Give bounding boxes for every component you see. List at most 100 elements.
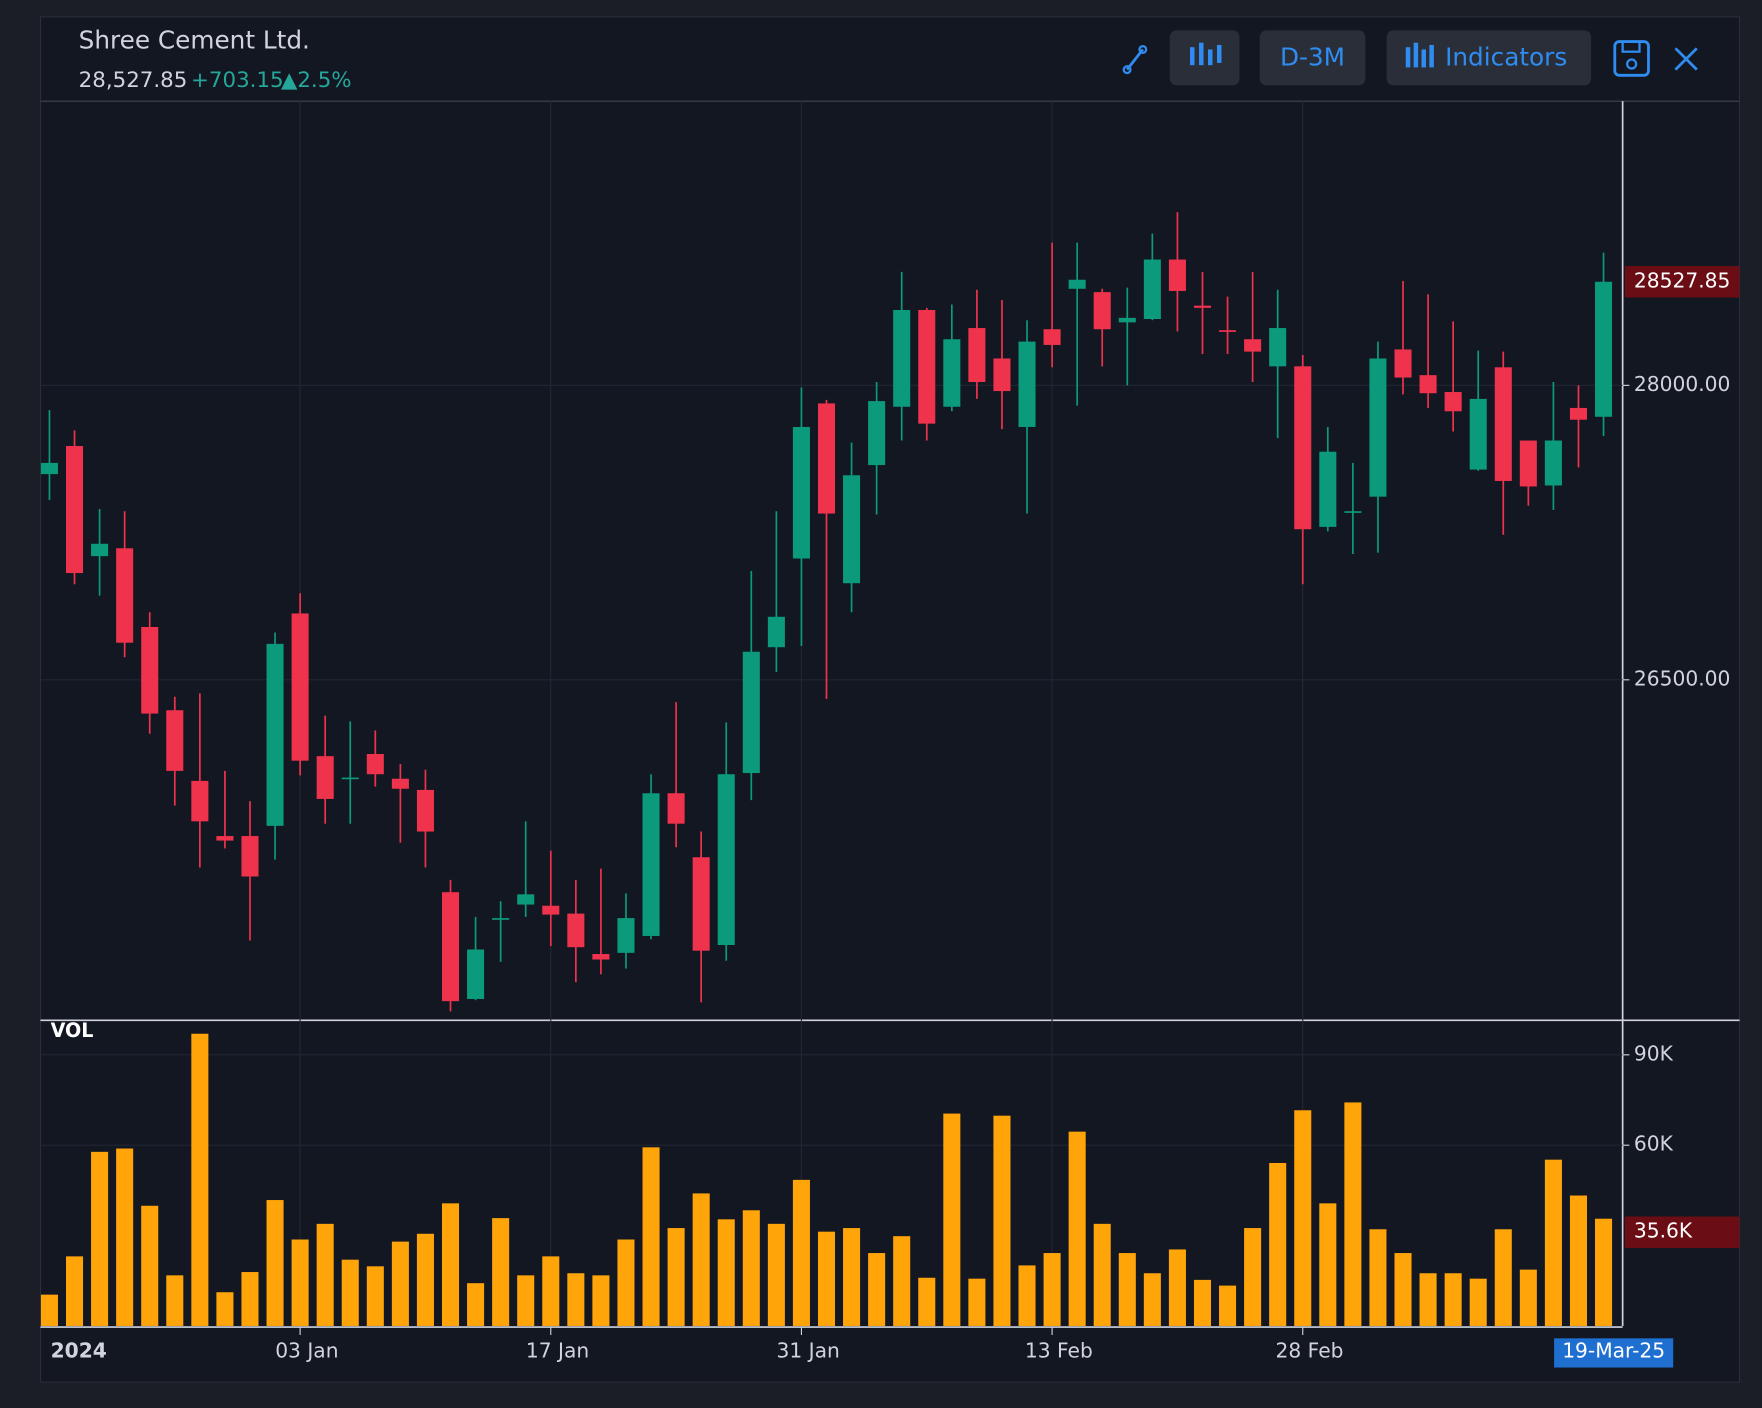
- candle-body: [1444, 392, 1462, 412]
- volume-bar: [667, 1228, 685, 1326]
- candle-body: [1519, 440, 1537, 487]
- candle-body: [817, 403, 836, 514]
- volume-bar: [968, 1278, 986, 1326]
- candle-body: [1394, 349, 1412, 378]
- last-volume-label: 35.6K: [1634, 1219, 1693, 1243]
- volume-bar: [1369, 1229, 1387, 1326]
- candle-body: [191, 780, 209, 822]
- candle-body: [767, 616, 785, 648]
- collapse-button[interactable]: [1674, 47, 1698, 71]
- volume-bar: [1494, 1229, 1512, 1326]
- x-tick-label: 2024: [51, 1338, 107, 1362]
- candle-body: [216, 836, 234, 841]
- candle-body: [617, 918, 635, 953]
- volume-bar: [416, 1233, 434, 1326]
- candle-body: [1595, 281, 1613, 417]
- candle-body: [1118, 317, 1136, 323]
- volume-bar: [441, 1203, 460, 1326]
- interval-label: D-3M: [1280, 42, 1345, 71]
- price-change: +703.15: [191, 68, 284, 93]
- volume-bar: [40, 1294, 58, 1326]
- y-tick-label: 26500.00: [1634, 666, 1730, 690]
- candle-body: [667, 793, 685, 824]
- chart-type-button[interactable]: [1169, 30, 1240, 86]
- volume-bar: [1294, 1110, 1312, 1326]
- y-tick-label: 90K: [1634, 1041, 1674, 1065]
- save-button[interactable]: [1613, 40, 1650, 77]
- candle-body: [91, 543, 109, 557]
- volume-bar: [868, 1253, 886, 1326]
- candle-body: [366, 754, 384, 775]
- candle-body: [843, 475, 861, 584]
- candle-body: [1569, 407, 1587, 420]
- volume-bar: [266, 1200, 284, 1326]
- volume-bar: [792, 1179, 810, 1326]
- volume-bar: [116, 1148, 134, 1326]
- draw-tool[interactable]: [1122, 44, 1148, 75]
- volume-bar: [1319, 1203, 1337, 1326]
- candle-body: [993, 358, 1011, 392]
- interval-button[interactable]: D-3M: [1259, 30, 1366, 86]
- candle-body: [1168, 259, 1186, 291]
- volume-bar: [993, 1115, 1011, 1326]
- candle-body: [316, 756, 334, 799]
- volume-bar: [767, 1223, 785, 1326]
- candle-body: [742, 651, 760, 774]
- candle-body: [692, 857, 710, 951]
- volume-bar: [542, 1256, 560, 1326]
- volume-pane-label: VOL: [51, 1019, 94, 1042]
- volume-bar: [1068, 1131, 1086, 1326]
- crosshair-date-box: [1554, 1338, 1674, 1368]
- candle-body: [943, 339, 961, 407]
- candle-body: [116, 548, 134, 643]
- volume-bar: [391, 1241, 409, 1326]
- candle-body: [1068, 279, 1086, 289]
- indicators-button[interactable]: Indicators: [1386, 30, 1592, 86]
- x-tick-label: 19-Mar-25: [1562, 1338, 1665, 1362]
- candle-body: [893, 309, 911, 407]
- candle-body: [717, 774, 735, 945]
- candle-body: [1469, 398, 1487, 470]
- candle-body: [1494, 367, 1512, 481]
- candle-body: [341, 777, 359, 780]
- candle-body: [1319, 451, 1337, 527]
- volume-bar: [817, 1231, 836, 1326]
- volume-bar: [291, 1239, 309, 1326]
- volume-bar: [66, 1256, 84, 1326]
- x-tick-label: 03 Jan: [275, 1338, 338, 1362]
- candle-body: [918, 309, 936, 424]
- last-volume-box: [1624, 1216, 1740, 1248]
- volume-bar: [1544, 1159, 1562, 1326]
- volume-bar: [1595, 1218, 1613, 1326]
- candle-body: [1043, 329, 1061, 345]
- volume-bar: [467, 1283, 485, 1326]
- candle-body: [592, 954, 610, 960]
- price-change-pct: ▲2.5%: [281, 68, 352, 93]
- x-tick-label: 13 Feb: [1025, 1338, 1093, 1362]
- volume-bar: [216, 1292, 234, 1326]
- candle-body: [166, 710, 184, 771]
- volume-bar: [1519, 1269, 1537, 1326]
- volume-bar: [742, 1210, 760, 1326]
- volume-bar: [843, 1228, 861, 1326]
- volume-bar: [1043, 1253, 1061, 1326]
- volume-bar: [717, 1219, 735, 1326]
- candle-body: [1544, 440, 1562, 486]
- volume-bar: [1269, 1162, 1287, 1326]
- candle-body: [792, 426, 810, 559]
- volume-bar: [1444, 1273, 1462, 1326]
- candle-body: [1143, 259, 1161, 320]
- volume-bar: [91, 1151, 109, 1326]
- y-tick-label: 60K: [1634, 1132, 1674, 1156]
- volume-bar: [617, 1239, 635, 1326]
- candle-body: [1018, 341, 1036, 427]
- volume-bar: [316, 1223, 334, 1326]
- candle-body: [1219, 330, 1237, 332]
- volume-bar: [141, 1205, 159, 1326]
- indicators-label: Indicators: [1445, 42, 1567, 71]
- last-price: 28,527.85: [79, 68, 188, 93]
- candle-body: [1269, 328, 1287, 367]
- volume-bar: [918, 1277, 936, 1326]
